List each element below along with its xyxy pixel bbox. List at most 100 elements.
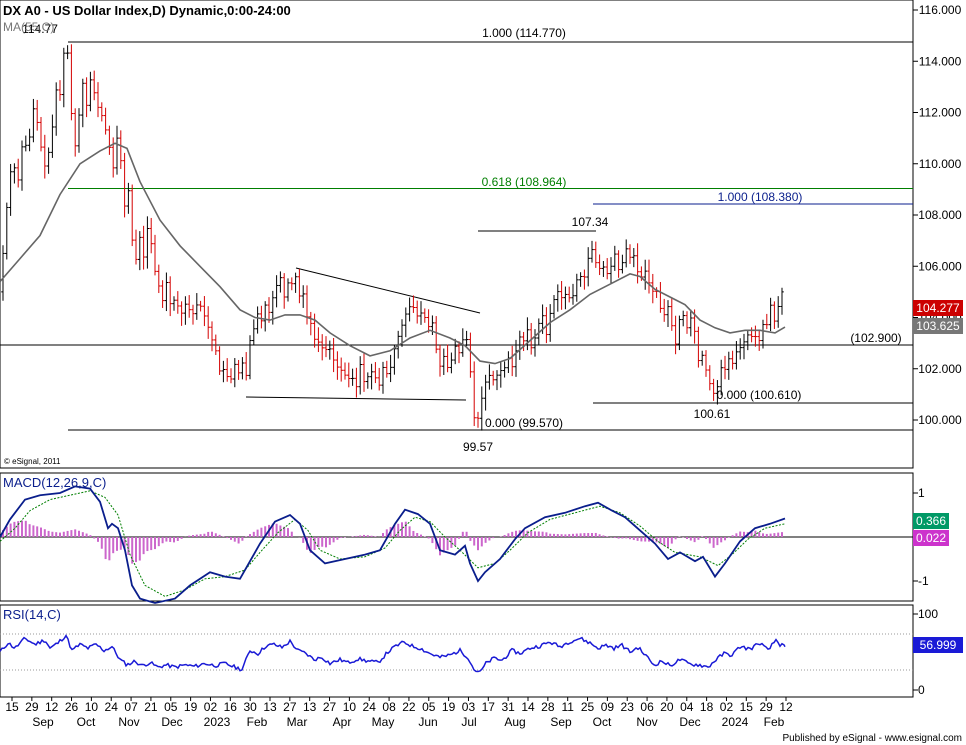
ohlc-bar <box>50 114 55 158</box>
rsi-axis-label: 0 <box>918 683 925 697</box>
ohlc-bar <box>354 367 359 398</box>
time-axis-day-label: 15 <box>740 700 754 714</box>
ohlc-bar <box>708 365 712 391</box>
time-axis-month-label: 2024 <box>722 715 749 729</box>
ohlc-bar <box>331 337 336 373</box>
fib-label-102900: (102.900) <box>850 331 901 345</box>
ma-55-line <box>0 142 786 365</box>
ohlc-bar <box>145 216 150 269</box>
fib-labels: 1.000 (114.770) 0.618 (108.964) 1.000 (1… <box>22 22 902 454</box>
ohlc-bar <box>419 301 423 325</box>
ohlc-bar <box>613 245 617 271</box>
price-axis-label: 108.000 <box>918 208 962 222</box>
ohlc-bar <box>320 334 324 361</box>
ohlc-bar <box>734 340 739 370</box>
ohlc-bar <box>73 108 77 157</box>
ohlc-bar <box>563 286 568 310</box>
ohlc-bar <box>689 309 693 337</box>
time-axis-month-label: Oct <box>593 715 612 729</box>
annotation-114-77: 114.77 <box>22 22 58 36</box>
ohlc-bar <box>567 286 571 303</box>
ma-value-badge: 103.625 <box>913 318 963 334</box>
ohlc-bar <box>453 338 457 365</box>
ohlc-bar <box>594 241 598 268</box>
ohlc-bar <box>217 346 222 375</box>
ohlc-bar <box>643 259 647 290</box>
ohlc-bar <box>324 336 328 358</box>
ohlc-bar <box>293 272 298 293</box>
ohlc-bar <box>286 278 290 302</box>
ohlc-bar <box>214 334 218 355</box>
time-axis-day-label: 22 <box>402 700 416 714</box>
time-axis-month-label: Nov <box>636 715 657 729</box>
ma-label: MA(55,C) <box>3 20 54 34</box>
ohlc-bar <box>77 108 81 153</box>
time-axis-day-label: 21 <box>144 700 158 714</box>
ohlc-bar <box>179 301 184 326</box>
ohlc-bar <box>119 130 123 169</box>
ohlc-bar <box>780 287 784 315</box>
ohlc-bar <box>738 338 742 360</box>
ohlc-bar <box>244 352 248 381</box>
ohlc-bar <box>255 306 260 334</box>
ohlc-bar <box>464 330 469 347</box>
ohlc-bar <box>274 275 279 308</box>
ohlc-bar <box>339 357 343 382</box>
time-axis-day-label: 17 <box>482 700 496 714</box>
ohlc-bar <box>730 350 735 370</box>
ohlc-bar <box>115 125 119 175</box>
ohlc-bar <box>5 202 9 260</box>
ohlc-bar <box>635 243 640 284</box>
ohlc-bar <box>647 259 651 294</box>
ohlc-bar <box>225 358 229 382</box>
ohlc-bar <box>248 335 252 380</box>
annotation-107-34: 107.34 <box>572 215 609 229</box>
rsi-title: RSI(14,C) <box>3 607 61 622</box>
ohlc-bar <box>385 360 389 378</box>
ohlc-bar <box>267 297 271 323</box>
fibonacci-lines[interactable] <box>0 41 913 431</box>
ohlc-bar <box>628 244 632 264</box>
ohlc-bar <box>347 362 351 388</box>
time-axis-month-label: Sep <box>32 715 54 729</box>
ohlc-bar <box>35 99 39 131</box>
ohlc-bar <box>586 247 590 287</box>
ohlc-bar <box>210 321 214 352</box>
ohlc-bar <box>601 260 606 277</box>
signal-value-badge: 0.022 <box>913 530 949 546</box>
time-axis-day-label: 09 <box>601 700 615 714</box>
ohlc-bar <box>236 359 241 380</box>
ohlc-bar <box>624 239 628 268</box>
price-bars <box>1 44 784 431</box>
ohlc-bar <box>487 364 492 390</box>
ohlc-bar <box>107 125 112 155</box>
ohlc-bar <box>472 361 476 427</box>
time-axis-day-label: 29 <box>25 700 39 714</box>
ohlc-bar <box>438 344 442 377</box>
fib-label-0618: 0.618 (108.964) <box>482 175 567 189</box>
ohlc-bar <box>183 296 188 325</box>
time-axis-day-label: 30 <box>243 700 257 714</box>
ohlc-bar <box>407 297 412 322</box>
ohlc-bar <box>141 225 146 270</box>
time-axis-day-label: 19 <box>442 700 456 714</box>
time-axis-month-label: Aug <box>504 715 525 729</box>
fib-label-99570: 0.000 (99.570) <box>485 416 563 430</box>
ohlc-bar <box>468 332 473 378</box>
time-axis: 15 29 12 26 10 24 07 21 05 19 02 16 30 13 27 13 27 10 24 08… <box>5 697 793 729</box>
ohlc-bar <box>426 309 431 333</box>
ohlc-bar <box>525 317 530 351</box>
time-axis-day-label: 24 <box>363 700 377 714</box>
ohlc-bar <box>134 229 138 265</box>
svg-text:0.366: 0.366 <box>916 514 946 528</box>
ohlc-bar <box>191 304 195 325</box>
ohlc-bar <box>597 254 602 276</box>
ohlc-bar <box>620 254 625 274</box>
rsi-axis-label: 100 <box>918 607 938 621</box>
ohlc-bar <box>309 311 313 336</box>
time-axis-day-label: 10 <box>343 700 357 714</box>
ohlc-bar <box>202 296 207 327</box>
ohlc-bar <box>259 305 264 329</box>
